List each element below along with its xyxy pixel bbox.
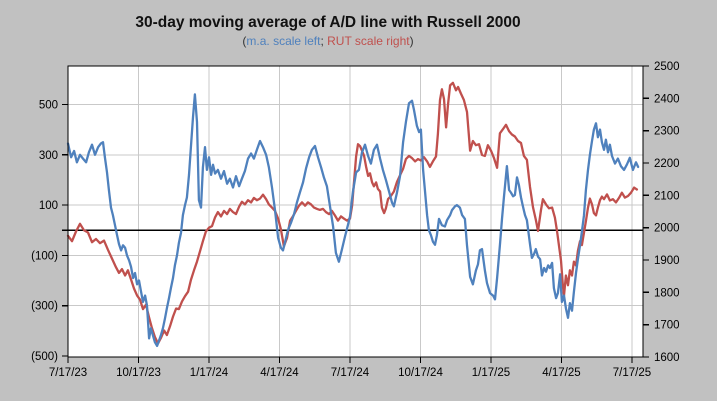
series-lines [66,81,640,348]
left-axis-tick-label: 100 [39,200,58,212]
axis-labels: 500 300 100 (100) (300) (500) 2500 2400 2300 2200… [31,61,679,379]
right-axis-tick-label: 1700 [654,320,680,332]
left-axis-tick-label: (300) [31,301,58,313]
chart-subtitle: (m.a. scale left; RUT scale right) [242,34,413,48]
plot-border [67,65,644,358]
chart-title: 30-day moving average of A/D line with R… [135,14,520,31]
x-axis-tick-label: 7/17/25 [613,367,651,379]
left-axis-tick-label: 300 [39,150,58,162]
subtitle-open-paren: ( [242,34,246,48]
right-axis-tick-label: 1600 [654,352,680,364]
x-axis-tick-label: 1/17/25 [472,367,510,379]
x-axis-tick-label: 1/17/24 [190,367,229,379]
left-axis-tick-label: (100) [31,250,58,262]
left-axis-tick-label: 500 [39,99,58,111]
left-axis-tick-label: (500) [31,351,58,363]
right-axis-tick-label: 2300 [654,126,680,138]
right-axis-tick-label: 1900 [654,255,680,267]
right-axis-tick-label: 2500 [654,61,680,73]
x-axis-tick-label: 10/17/23 [116,367,161,379]
ad-ma-line-series [66,93,640,348]
right-axis-tick-label: 2100 [654,190,680,202]
x-axis-tick-label: 7/17/24 [331,367,370,379]
right-axis-tick-label: 2400 [654,93,680,105]
subtitle-ma-scale-label: m.a. scale left [246,34,321,48]
subtitle-separator: ; [320,34,327,48]
right-axis-tick-label: 1800 [654,287,680,299]
x-axis-tick-label: 7/17/23 [49,367,87,379]
subtitle-rut-scale-label: RUT scale right [327,34,410,48]
right-axis-tick-label: 2200 [654,158,680,170]
plot-area [68,66,643,357]
subtitle-close-paren: ) [410,34,414,48]
x-axis-tick-label: 4/17/24 [260,367,299,379]
rut-line-series [66,81,639,345]
right-axis-tick-label: 2000 [654,223,680,235]
x-axis-tick-label: 4/17/25 [542,367,580,379]
x-axis-tick-label: 10/17/24 [398,367,443,379]
axis-ticks [62,65,649,363]
